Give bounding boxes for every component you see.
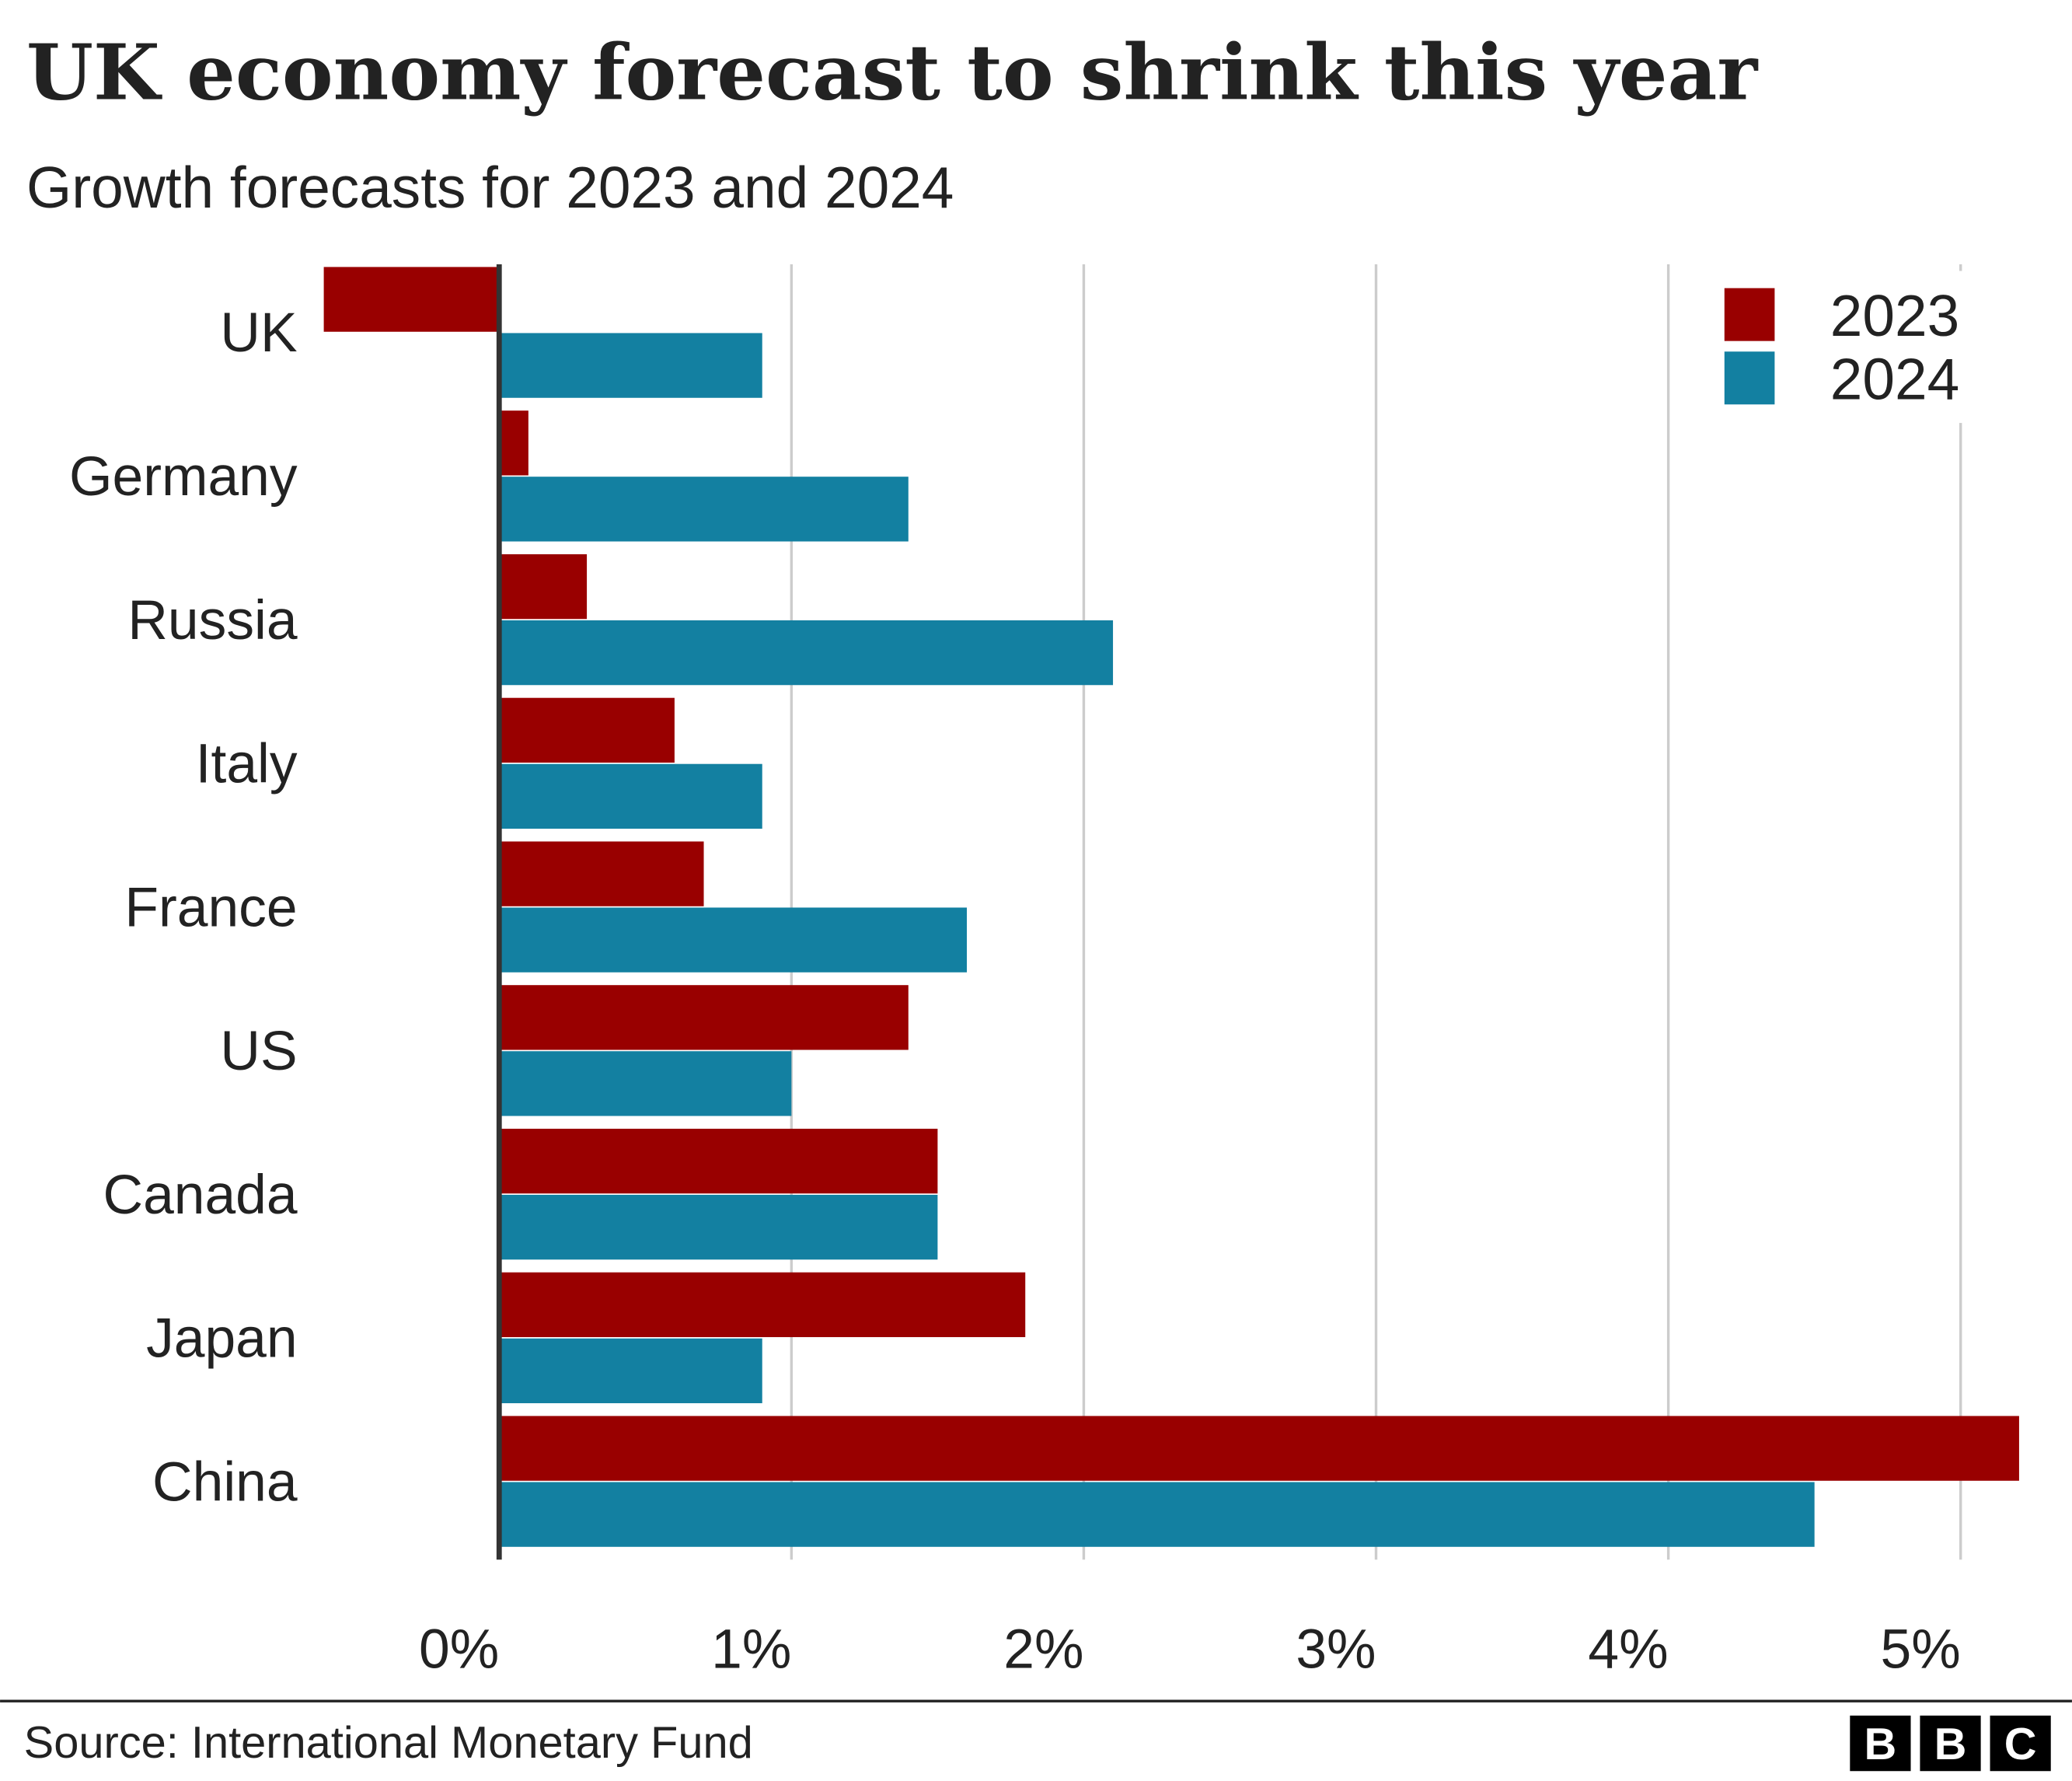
bar bbox=[499, 1272, 1026, 1338]
y-tick-label: Russia bbox=[127, 589, 298, 651]
x-tick-label: 0% bbox=[419, 1619, 499, 1681]
y-tick-label: UK bbox=[220, 302, 297, 364]
bar bbox=[323, 267, 500, 332]
x-tick-label: 2% bbox=[1003, 1619, 1083, 1681]
x-tick-label: 5% bbox=[1881, 1619, 1961, 1681]
bar bbox=[499, 410, 528, 476]
logo-letter: B bbox=[1934, 1720, 1967, 1769]
bar bbox=[499, 1482, 1815, 1547]
bar bbox=[499, 1128, 938, 1194]
chart-subtitle: Growth forecasts for 2023 and 2024 bbox=[26, 155, 954, 220]
bar bbox=[499, 1051, 792, 1116]
legend-swatch bbox=[1724, 351, 1775, 405]
grid: 0% 1% 2% 3% 4% 5% bbox=[419, 264, 1962, 1681]
logo-letter: C bbox=[2004, 1720, 2037, 1769]
logo-block bbox=[1850, 1715, 1911, 1772]
bar bbox=[499, 841, 704, 906]
bar bbox=[499, 477, 909, 542]
y-tick-label: Italy bbox=[196, 733, 298, 795]
y-tick-label: France bbox=[124, 876, 297, 938]
logo-block bbox=[1990, 1715, 2051, 1772]
legend-swatch bbox=[1724, 288, 1775, 341]
legend-label: 2023 bbox=[1830, 283, 1959, 348]
chart-title: UK economy forecast to shrink this year bbox=[26, 28, 1758, 118]
logo-letter: B bbox=[1864, 1720, 1897, 1769]
logo-block bbox=[1920, 1715, 1981, 1772]
y-tick-label: US bbox=[220, 1020, 297, 1082]
bar bbox=[499, 907, 968, 973]
y-tick-label: Canada bbox=[103, 1164, 298, 1226]
y-tick-label: Germany bbox=[69, 445, 298, 508]
x-tick-label: 1% bbox=[711, 1619, 791, 1681]
y-tick-label: China bbox=[152, 1451, 298, 1513]
bar bbox=[499, 1416, 2019, 1481]
x-tick-label: 4% bbox=[1588, 1619, 1668, 1681]
bars: UK Germany Russia Italy France US Canada Japan C… bbox=[69, 264, 2019, 1560]
source: Source: International Monetary Fund bbox=[24, 1718, 753, 1768]
bar bbox=[499, 1338, 762, 1404]
bar bbox=[499, 985, 909, 1050]
y-tick-label: Japan bbox=[146, 1308, 298, 1370]
bar bbox=[499, 763, 762, 829]
bar bbox=[499, 1194, 938, 1260]
bar bbox=[499, 620, 1114, 686]
x-tick-label: 3% bbox=[1296, 1619, 1376, 1681]
legend-label: 2024 bbox=[1830, 346, 1959, 411]
bar bbox=[499, 697, 675, 763]
bar bbox=[499, 333, 762, 398]
bar bbox=[499, 554, 588, 620]
